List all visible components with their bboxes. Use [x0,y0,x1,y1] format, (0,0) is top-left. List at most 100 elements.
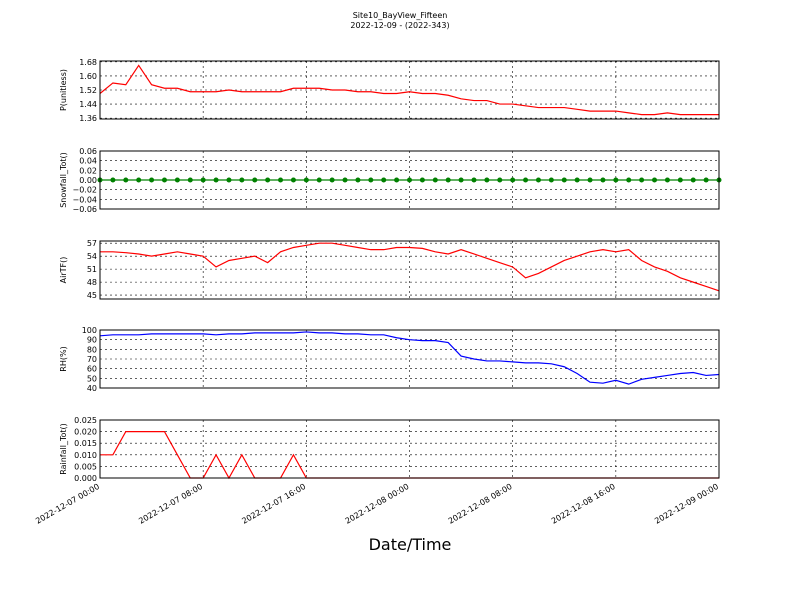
data-point [149,177,155,183]
y-tick-label: 0.02 [79,166,97,175]
data-point [407,177,412,183]
data-point [226,177,232,183]
data-line [99,64,719,116]
y-tick-label: 0.00 [79,176,97,185]
plot-frame [99,419,720,479]
y-axis-label: AirTF() [59,257,68,284]
data-point [265,177,271,183]
data-point [342,177,348,183]
y-tick-label: 57 [87,239,97,248]
subtitle: 2022-12-09 - (2022-343) [350,21,449,30]
data-point [161,177,167,183]
x-tick-label: 2022-12-07 00:00 [34,482,101,526]
data-point [252,177,258,183]
y-tick-label: 48 [87,278,97,287]
y-tick-label: 40 [87,384,97,393]
data-point [523,177,529,183]
y-tick-label: 0.000 [74,474,97,483]
y-tick-label: 1.52 [79,86,97,95]
x-tick-label: 2022-12-08 16:00 [550,482,617,526]
x-tick-label: 2022-12-07 08:00 [137,482,204,526]
data-point [368,177,374,183]
plot-area [100,420,719,478]
data-point [329,177,335,183]
data-point [626,177,632,183]
x-tick-label: 2022-12-08 00:00 [344,482,411,526]
data-point [458,177,464,183]
title: Site10_BayView_Fifteen [353,11,448,20]
x-tick-label: 2022-12-07 16:00 [240,482,307,526]
data-point [187,177,193,183]
data-point [381,177,387,183]
y-tick-label: 0.06 [79,147,97,156]
x-tick-label: 2022-12-08 08:00 [447,482,514,526]
y-tick-label: 54 [87,252,97,261]
y-tick-label: 0.020 [74,428,97,437]
data-point [561,177,567,183]
data-line [99,331,720,385]
y-tick-label: 90 [87,336,97,345]
plot-frame [99,329,720,389]
y-tick-label: 0.025 [74,416,97,425]
data-point [690,177,696,183]
data-point [290,177,296,183]
data-point [664,177,670,183]
y-tick-label: 80 [87,345,97,354]
plot-frame [99,240,720,300]
data-point [394,177,400,183]
data-point [677,177,683,183]
data-line [100,242,720,292]
y-tick-label: 1.36 [79,114,97,123]
y-tick-label: −0.06 [72,205,97,214]
y-axis-label: RH(%) [59,346,68,371]
data-point [613,177,619,183]
y-tick-label: 0.005 [74,462,97,471]
data-point [110,177,116,183]
data-point [316,177,322,183]
data-point [484,177,490,183]
y-tick-label: 1.60 [79,72,97,81]
data-point [136,177,142,183]
data-point [639,177,645,183]
y-tick-label: 100 [82,326,97,335]
x-axis-label: Date/Time [369,535,452,554]
y-tick-label: 1.44 [79,100,97,109]
data-point [652,177,658,183]
data-point [174,177,180,183]
y-tick-label: −0.04 [72,195,97,204]
y-axis-label: Snowfall_Tot() [59,152,68,208]
data-point [548,177,554,183]
data-point [303,177,309,183]
y-tick-label: 50 [87,374,97,383]
plot-area [100,241,719,299]
y-tick-label: 70 [87,355,97,364]
data-point [278,177,284,183]
data-point [432,177,438,183]
data-point [239,177,245,183]
data-point [445,177,451,183]
y-tick-label: 0.015 [74,439,97,448]
y-axis-label: P(unitless) [59,69,68,111]
plot-frame [99,150,720,210]
y-tick-label: 1.68 [79,58,97,67]
data-point [587,177,593,183]
data-point [497,177,503,183]
data-point [419,177,425,183]
data-point [213,177,219,183]
data-point [200,177,206,183]
plot-frame [99,60,720,120]
data-point [123,177,129,183]
data-point [600,177,606,183]
data-point [510,177,516,183]
y-tick-label: 60 [87,365,97,374]
data-point [574,177,580,183]
y-tick-label: 0.010 [74,451,97,460]
data-point [355,177,361,183]
y-tick-label: 0.04 [79,157,97,166]
y-axis-label: Rainfall_Tot() [59,423,68,475]
x-tick-label: 2022-12-09 00:00 [653,482,720,526]
y-tick-label: −0.02 [72,186,97,195]
data-point [535,177,541,183]
y-tick-label: 51 [87,265,97,274]
